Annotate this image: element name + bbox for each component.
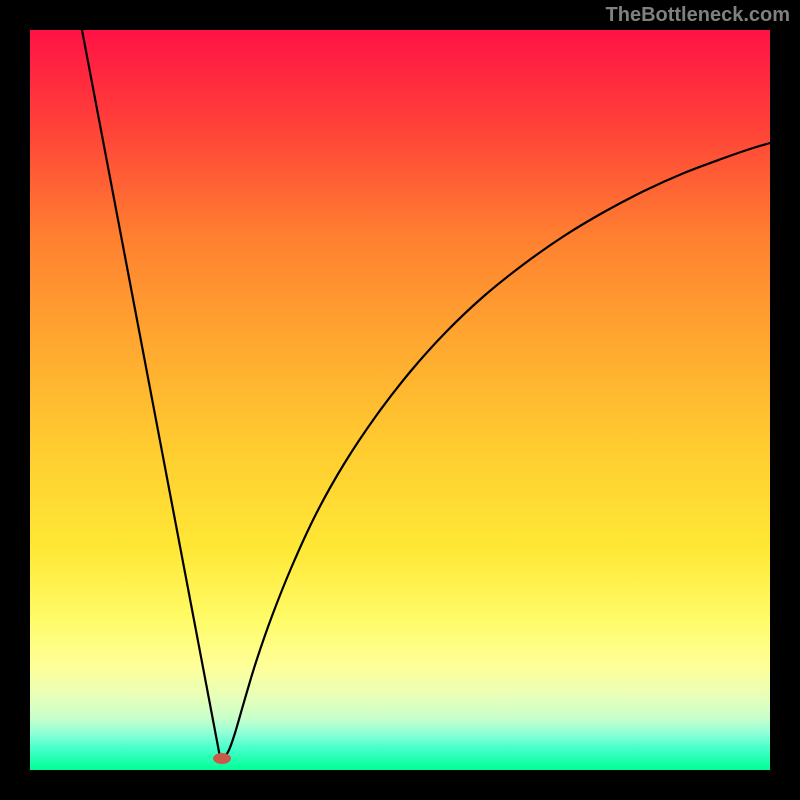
plot-area bbox=[30, 30, 770, 770]
curve-left-branch bbox=[82, 30, 220, 757]
min-point-marker bbox=[213, 753, 231, 764]
watermark-text: TheBottleneck.com bbox=[606, 4, 790, 27]
curve-right-branch bbox=[224, 143, 770, 758]
curve-svg bbox=[30, 30, 770, 770]
chart-container: TheBottleneck.com bbox=[0, 0, 800, 800]
